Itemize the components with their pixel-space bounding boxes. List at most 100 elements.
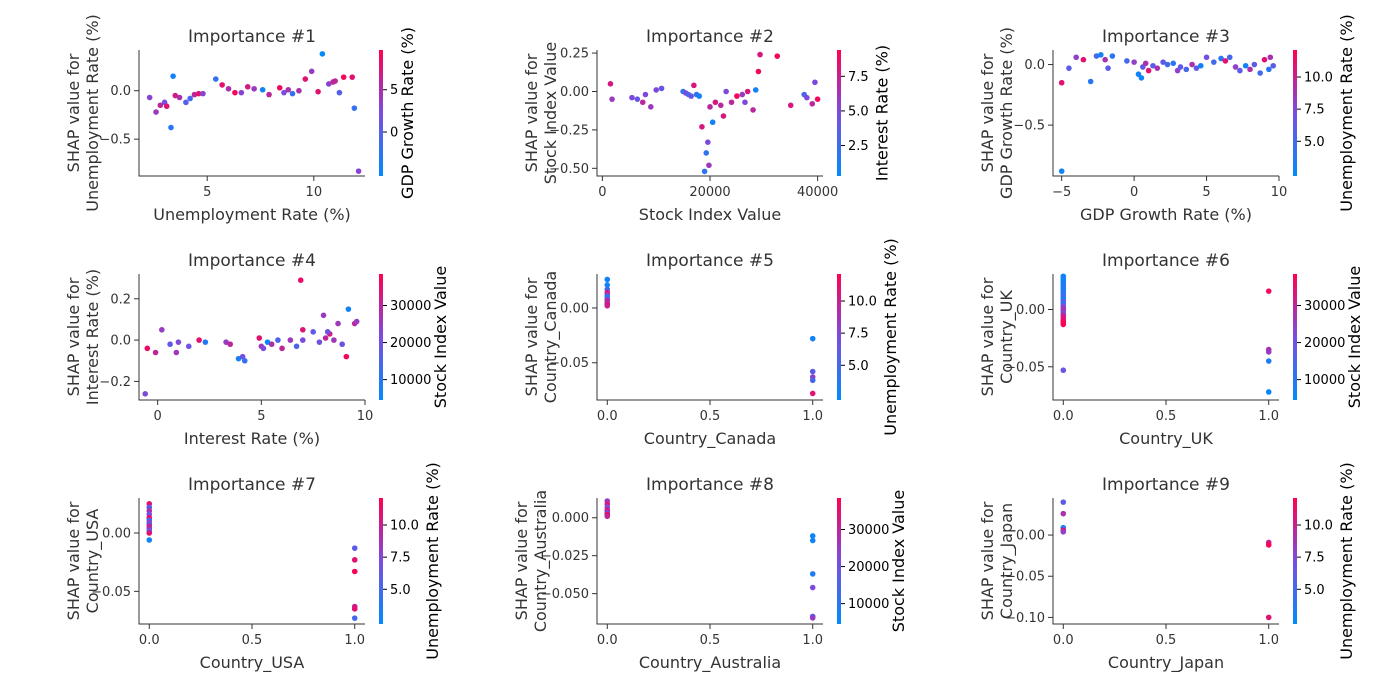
data-point xyxy=(653,87,659,93)
data-point xyxy=(1150,62,1156,69)
subplot-title: Importance #9 xyxy=(1102,475,1230,495)
colorbar-tick-label: 5 xyxy=(390,83,398,98)
y-axis-label: SHAP value forCountry_Canada xyxy=(522,271,561,403)
data-point xyxy=(1265,358,1272,364)
x-axis-label: Country_USA xyxy=(200,653,305,673)
colorbar-tick-label: 10.0 xyxy=(1304,519,1333,534)
subplot-5: Importance #50.0 0.5 1.0−0.050.00Country_C… xyxy=(522,238,900,449)
data-point xyxy=(1222,58,1229,64)
data-point xyxy=(325,81,332,87)
data-point xyxy=(744,88,751,95)
y-axis-label-line: GDP Growth Rate (%) xyxy=(997,27,1016,199)
data-point xyxy=(1098,52,1104,58)
x-tick-label: 1.0 xyxy=(802,409,823,424)
data-point xyxy=(809,584,816,591)
data-point xyxy=(1265,542,1272,548)
x-tick-label: 0 xyxy=(1130,185,1138,200)
data-point xyxy=(809,377,816,384)
data-point xyxy=(285,86,292,93)
data-point xyxy=(1060,499,1067,505)
x-tick-label: 0.5 xyxy=(242,633,263,648)
y-tick-label: −0.05 xyxy=(1005,570,1045,585)
data-point xyxy=(316,339,323,345)
data-point xyxy=(336,89,343,96)
colorbar-tick-label: 5.0 xyxy=(390,583,411,598)
data-point xyxy=(639,99,646,106)
colorbar-tick-label: 5.0 xyxy=(848,104,869,119)
data-point xyxy=(322,335,329,341)
colorbar-tick-label: 10000 xyxy=(1304,373,1345,388)
x-tick-label: 20000 xyxy=(689,185,730,200)
data-point xyxy=(146,530,153,536)
data-point xyxy=(187,95,193,102)
y-axis-label-line: Country_USA xyxy=(83,509,103,614)
data-point xyxy=(173,349,180,356)
y-axis-label-line: SHAP value for xyxy=(522,277,541,396)
data-point xyxy=(634,96,641,102)
subplot-title: Importance #8 xyxy=(646,475,774,495)
data-point xyxy=(707,104,713,110)
data-point xyxy=(809,537,816,544)
data-point xyxy=(712,99,719,106)
colorbar-tick-label: 10.0 xyxy=(1304,71,1333,86)
y-tick-label: 0.000 xyxy=(552,511,589,526)
subplot-8: Importance #80.0 0.5 1.0−0.050−0.0250.000C… xyxy=(512,475,908,673)
data-point xyxy=(251,85,257,92)
data-point xyxy=(299,326,306,333)
data-point xyxy=(195,90,202,97)
y-tick-label: 0.0 xyxy=(110,334,131,349)
colorbar-tick-label: 0 xyxy=(390,126,398,141)
data-point xyxy=(701,168,708,175)
y-axis-label: SHAP value forCountry_UK xyxy=(978,277,1017,396)
axis-spines xyxy=(1052,50,1279,177)
colorbar-tick-label: 10000 xyxy=(848,597,889,612)
data-point xyxy=(629,94,635,101)
subplot-title: Importance #7 xyxy=(188,475,316,495)
axis-spines xyxy=(1052,274,1279,401)
data-point xyxy=(1060,367,1067,374)
data-point xyxy=(774,53,781,59)
colorbar-label: Interest Rate (%) xyxy=(873,45,892,181)
colorbar-tick-label: 10.0 xyxy=(848,295,877,310)
data-point xyxy=(339,341,345,348)
colorbar-tick-label: 7.5 xyxy=(390,551,411,566)
data-point xyxy=(319,51,326,57)
data-point xyxy=(1080,56,1087,63)
data-point xyxy=(310,329,316,335)
data-point xyxy=(812,79,818,86)
data-point xyxy=(604,513,611,520)
colorbar-tick-label: 20000 xyxy=(1304,336,1345,351)
data-point xyxy=(268,341,275,348)
data-point xyxy=(345,306,352,312)
y-tick-label: 0.00 xyxy=(1016,303,1045,318)
y-tick-label: −0.10 xyxy=(1005,611,1045,626)
data-point xyxy=(276,85,283,91)
colorbar-tick-label: 7.5 xyxy=(1304,551,1325,566)
colorbar-tick-label: 5.0 xyxy=(1304,583,1325,598)
data-point xyxy=(1058,79,1065,86)
x-tick-label: 0.5 xyxy=(700,409,721,424)
data-point xyxy=(642,91,649,98)
colorbar-tick-label: 30000 xyxy=(848,523,889,538)
subplot-2: Importance #2 0 20000 40000 −0.50 −0.25 0.00 0.… xyxy=(522,27,892,224)
y-axis-label-line: Country_Canada xyxy=(541,271,561,403)
axis-spines xyxy=(138,498,365,625)
data-point xyxy=(275,337,281,343)
data-point xyxy=(281,89,287,96)
data-point xyxy=(1203,54,1210,61)
data-point xyxy=(332,78,338,84)
data-point xyxy=(331,337,337,343)
y-tick-label: −0.5 xyxy=(1013,119,1045,134)
x-tick-label: 1.0 xyxy=(1258,633,1279,648)
data-point xyxy=(146,94,153,101)
data-point xyxy=(787,102,794,109)
colorbar xyxy=(837,274,841,400)
data-point xyxy=(720,113,727,119)
data-point xyxy=(809,390,816,397)
data-point xyxy=(604,276,611,283)
data-point xyxy=(604,302,611,309)
axis-spines xyxy=(596,498,823,625)
colorbar-tick-label: 10.0 xyxy=(390,519,419,534)
subplot-title: Importance #3 xyxy=(1102,27,1230,47)
data-point xyxy=(353,318,360,325)
